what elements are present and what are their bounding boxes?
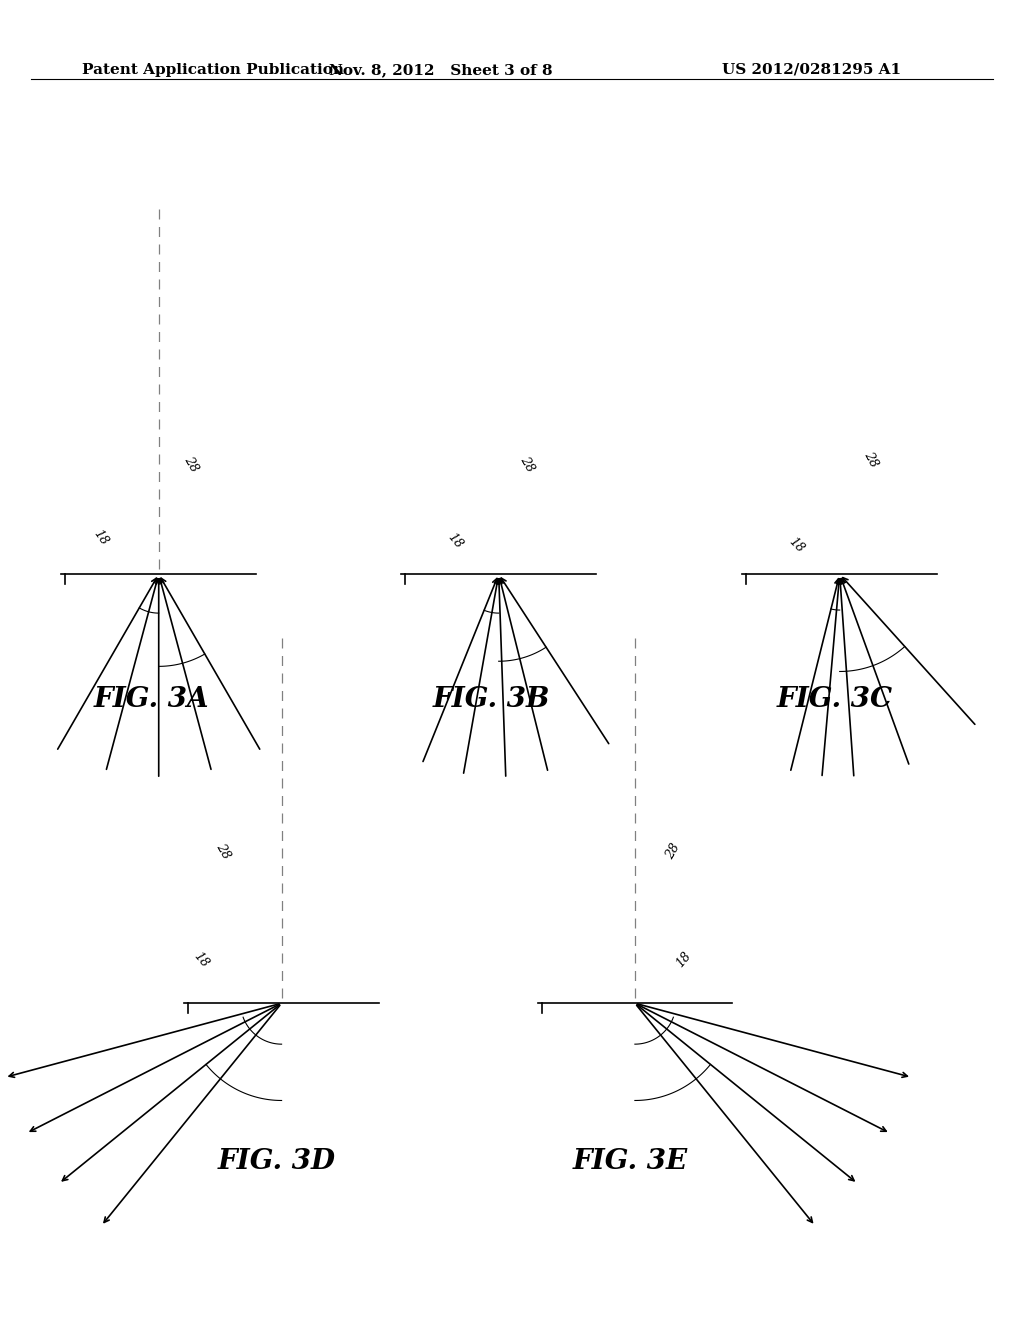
Text: 18: 18: [674, 949, 694, 970]
Text: FIG. 3B: FIG. 3B: [433, 686, 550, 713]
Text: US 2012/0281295 A1: US 2012/0281295 A1: [722, 63, 901, 77]
Text: 18: 18: [90, 527, 111, 548]
Text: 28: 28: [214, 841, 232, 862]
Text: 28: 28: [664, 841, 682, 862]
Text: FIG. 3D: FIG. 3D: [217, 1148, 336, 1175]
Text: 28: 28: [861, 449, 880, 470]
Text: Nov. 8, 2012   Sheet 3 of 8: Nov. 8, 2012 Sheet 3 of 8: [329, 63, 552, 77]
Text: 18: 18: [190, 949, 211, 970]
Text: 18: 18: [786, 535, 807, 556]
Text: 18: 18: [444, 531, 465, 552]
Text: FIG. 3A: FIG. 3A: [94, 686, 209, 713]
Text: Patent Application Publication: Patent Application Publication: [82, 63, 344, 77]
Text: 28: 28: [182, 454, 201, 475]
Text: 28: 28: [518, 454, 537, 475]
Text: FIG. 3C: FIG. 3C: [776, 686, 893, 713]
Text: FIG. 3E: FIG. 3E: [572, 1148, 687, 1175]
